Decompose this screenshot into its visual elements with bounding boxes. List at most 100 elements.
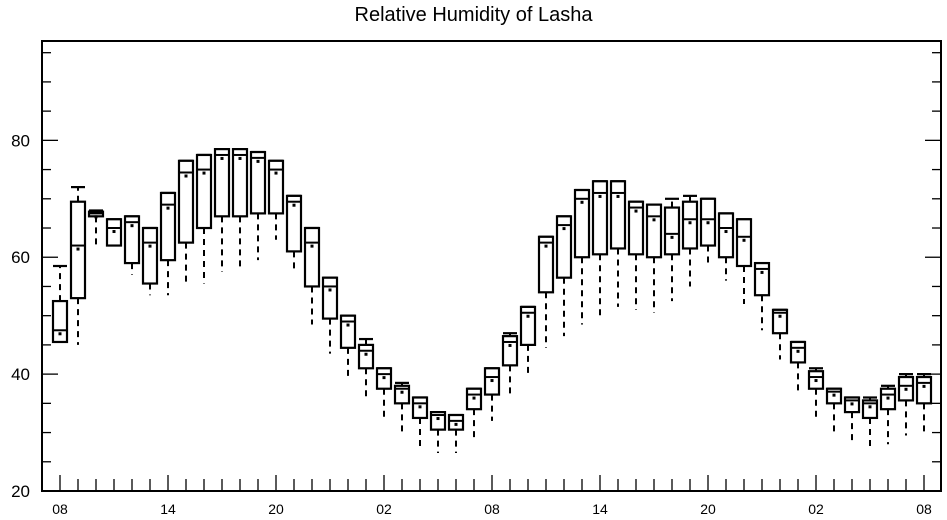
iqr-box	[735, 218, 753, 268]
iqr-box	[861, 399, 879, 420]
box-group	[339, 314, 357, 380]
box-group	[105, 218, 123, 247]
iqr-box	[645, 203, 663, 259]
mean-marker	[652, 218, 656, 222]
chart-title: Relative Humidity of Lasha	[354, 4, 593, 26]
box-group	[429, 411, 447, 454]
box-group	[159, 191, 177, 296]
mean-marker	[220, 156, 224, 160]
mean-marker	[166, 206, 170, 210]
mean-marker	[346, 323, 350, 327]
iqr-box	[627, 200, 645, 256]
box-group	[825, 387, 843, 433]
box-group	[915, 373, 933, 433]
box-group	[645, 203, 663, 313]
iqr-box	[573, 188, 591, 259]
box-group	[879, 384, 897, 445]
iqr-box	[123, 215, 141, 265]
mean-marker	[184, 174, 188, 178]
box-group	[213, 148, 231, 272]
box-group	[195, 153, 213, 284]
box-group	[609, 180, 627, 307]
y-tick-label: 40	[11, 365, 30, 384]
box-group	[375, 367, 393, 418]
iqr-box	[177, 159, 195, 244]
mean-marker	[454, 422, 458, 426]
iqr-box	[357, 343, 375, 370]
iqr-box	[717, 212, 735, 259]
mean-marker	[328, 288, 332, 292]
mean-marker	[274, 171, 278, 175]
box-group	[465, 387, 483, 439]
box-group	[897, 373, 915, 436]
mean-marker	[886, 396, 890, 400]
box-group	[717, 212, 735, 281]
mean-marker	[580, 200, 584, 204]
plot-frame	[41, 40, 942, 492]
box-group	[519, 305, 537, 378]
box-group	[69, 186, 87, 345]
mean-marker	[598, 194, 602, 198]
box-group	[573, 188, 591, 325]
box-group	[447, 413, 465, 454]
mean-marker	[814, 379, 818, 383]
box-group	[87, 209, 105, 246]
box-group	[267, 159, 285, 240]
mean-marker	[778, 314, 782, 318]
box-group	[231, 148, 249, 269]
mean-marker	[670, 235, 674, 239]
mean-marker	[418, 405, 422, 409]
box-group	[411, 396, 429, 448]
iqr-box	[249, 150, 267, 215]
mean-marker	[742, 238, 746, 242]
iqr-box	[915, 375, 933, 405]
mean-marker	[76, 247, 80, 251]
mean-marker	[760, 270, 764, 274]
mean-marker	[526, 314, 530, 318]
mean-marker	[868, 405, 872, 409]
mean-marker	[112, 230, 116, 234]
box-group	[771, 308, 789, 360]
x-tick-label: 14	[592, 501, 608, 517]
mean-marker	[562, 227, 566, 231]
box-group	[861, 396, 879, 448]
iqr-box	[519, 305, 537, 346]
x-tick-label: 02	[808, 501, 824, 517]
iqr-box	[555, 215, 573, 279]
mean-marker	[310, 244, 314, 248]
box-group	[303, 226, 321, 325]
iqr-box	[267, 159, 285, 215]
x-tick-label: 20	[268, 501, 284, 517]
box-group	[501, 332, 519, 398]
box-group	[789, 340, 807, 395]
mean-marker	[544, 244, 548, 248]
box-group	[177, 159, 195, 287]
box-group	[123, 215, 141, 275]
iqr-box	[141, 226, 159, 285]
box-group	[627, 200, 645, 310]
mean-marker	[616, 194, 620, 198]
iqr-box	[339, 314, 357, 349]
box-group	[663, 197, 681, 302]
iqr-box	[771, 308, 789, 335]
mean-marker	[436, 417, 440, 421]
box-group	[591, 180, 609, 316]
iqr-box	[51, 299, 69, 344]
x-tick-label: 08	[484, 501, 500, 517]
mean-marker	[688, 221, 692, 225]
mean-marker	[796, 349, 800, 353]
x-tick-label: 20	[700, 501, 716, 517]
mean-marker	[490, 379, 494, 383]
iqr-box	[753, 261, 771, 297]
mean-marker	[922, 384, 926, 388]
mean-marker	[706, 221, 710, 225]
box-group	[753, 261, 771, 331]
iqr-box	[501, 335, 519, 367]
y-tick-label: 60	[11, 248, 30, 267]
iqr-box	[591, 180, 609, 256]
mean-marker	[724, 230, 728, 234]
mean-marker	[130, 224, 134, 228]
box-group	[141, 226, 159, 296]
mean-marker	[832, 393, 836, 397]
